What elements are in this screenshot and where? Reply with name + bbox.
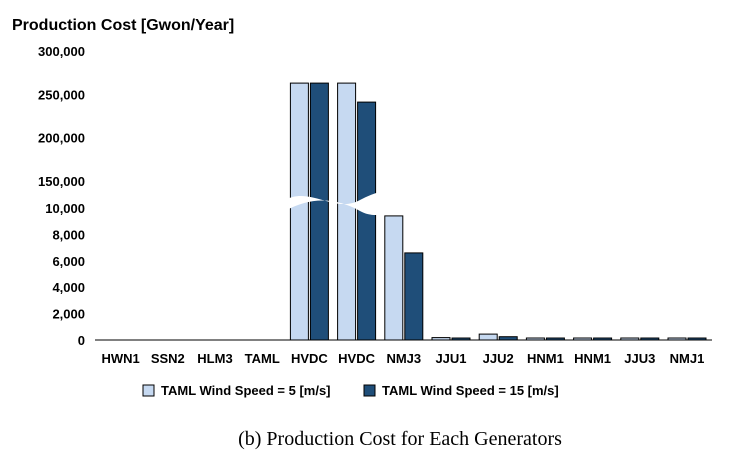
x-category-label: NMJ3 bbox=[386, 351, 421, 366]
bars-group bbox=[285, 82, 707, 341]
x-category-label: HNM1 bbox=[574, 351, 611, 366]
y-tick-label: 250,000 bbox=[38, 87, 85, 102]
bar-series-2-hvdc bbox=[309, 82, 329, 341]
legend-label-series-1: TAML Wind Speed = 5 [m/s] bbox=[161, 383, 331, 398]
legend: TAML Wind Speed = 5 [m/s] TAML Wind Spee… bbox=[142, 383, 559, 398]
x-category-label: SSN2 bbox=[151, 351, 185, 366]
legend-label-series-2: TAML Wind Speed = 15 [m/s] bbox=[382, 383, 559, 398]
x-category-label: JJU1 bbox=[435, 351, 466, 366]
bar-series-1-nmj3 bbox=[384, 215, 404, 341]
bar-series-2-nmj3 bbox=[404, 252, 424, 341]
figure-caption: (b) Production Cost for Each Generators bbox=[238, 428, 562, 450]
x-category-label: HLM3 bbox=[197, 351, 232, 366]
x-category-label: HNM1 bbox=[527, 351, 564, 366]
y-tick-label: 150,000 bbox=[38, 174, 85, 189]
y-axis: 0 2,000 4,000 6,000 8,000 10,000 150,000 200,00… bbox=[38, 44, 85, 348]
y-tick-label: 200,000 bbox=[38, 131, 85, 146]
y-tick-label: 2,000 bbox=[52, 307, 85, 322]
x-category-label: NMJ1 bbox=[670, 351, 705, 366]
x-category-label: JJU3 bbox=[624, 351, 655, 366]
x-category-label: HWN1 bbox=[101, 351, 139, 366]
bar-series-2-hvdc bbox=[357, 101, 377, 341]
bar-series-1-jju2 bbox=[478, 333, 498, 341]
y-axis-title: Production Cost [Gwon/Year] bbox=[12, 17, 234, 34]
y-tick-label: 4,000 bbox=[52, 280, 85, 295]
axis-break-band bbox=[285, 189, 440, 216]
legend-swatch-series-1 bbox=[142, 384, 155, 397]
x-axis-categories: HWN1 SSN2 HLM3 TAML HVDC HVDC NMJ3 JJU1 JJU2 HNM1… bbox=[101, 351, 704, 366]
bar-series-1-hvdc bbox=[289, 82, 309, 341]
x-category-label: TAML bbox=[245, 351, 280, 366]
y-tick-label: 10,000 bbox=[45, 201, 85, 216]
x-category-label: HVDC bbox=[291, 351, 328, 366]
legend-swatch-series-2 bbox=[363, 384, 376, 397]
x-category-label: JJU2 bbox=[483, 351, 514, 366]
y-tick-label: 300,000 bbox=[38, 44, 85, 59]
bar-series-1-hvdc bbox=[337, 82, 357, 341]
x-category-label: HVDC bbox=[338, 351, 375, 366]
y-tick-label: 6,000 bbox=[52, 254, 85, 269]
y-tick-label: 8,000 bbox=[52, 227, 85, 242]
y-tick-label: 0 bbox=[78, 333, 85, 348]
